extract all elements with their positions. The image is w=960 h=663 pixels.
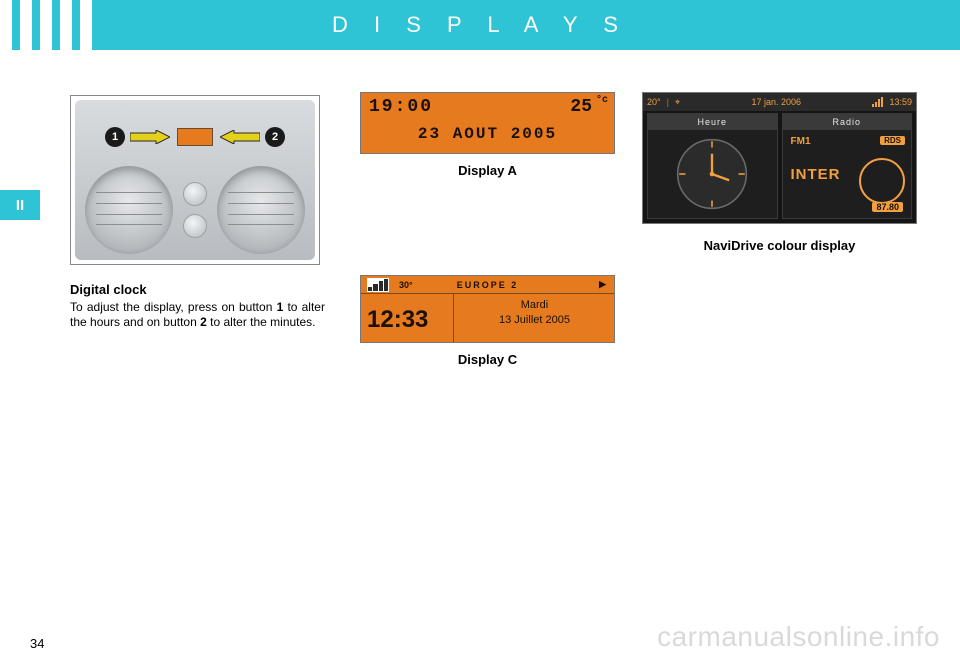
navidrive-figure: 20° | ⌖ 17 jan. 2006 13:59 Heure xyxy=(642,92,917,224)
display-a-figure: 19:00 25 °c 23 AOUT 2005 xyxy=(360,92,615,154)
page-title: D I S P L A Y S xyxy=(0,12,960,38)
display-c-temp: 30° xyxy=(399,280,413,290)
digital-clock-text: To adjust the display, press on button 1… xyxy=(70,300,325,330)
knob-bottom[interactable] xyxy=(183,214,207,238)
display-a-temp: 25 xyxy=(570,97,592,117)
heure-header: Heure xyxy=(648,114,777,130)
display-c-date-line2: 13 Juillet 2005 xyxy=(499,314,570,326)
navidrive-heure-panel: Heure xyxy=(647,113,778,219)
tuner-dial-icon xyxy=(859,158,905,204)
radio-station: INTER xyxy=(791,166,841,183)
display-c-date: Mardi 13 Juillet 2005 xyxy=(461,298,608,329)
display-a-temp-unit: °c xyxy=(596,95,608,106)
left-vent xyxy=(85,166,173,254)
display-c-figure: 30° EUROPE 2 ▶ 12:33 Mardi 13 Juillet 20… xyxy=(360,275,615,343)
right-vent xyxy=(217,166,305,254)
navidrive-radio-panel: Radio FM1 RDS INTER 87.80 xyxy=(782,113,913,219)
navidrive-temp: 20° xyxy=(647,97,661,107)
arrow-right-icon xyxy=(130,130,170,144)
radio-header: Radio xyxy=(783,114,912,130)
display-c-station: EUROPE 2 xyxy=(457,280,519,290)
digital-clock-caption: Digital clock xyxy=(70,282,190,297)
signal-icon xyxy=(872,97,883,107)
knob-top[interactable] xyxy=(183,182,207,206)
watermark: carmanualsonline.info xyxy=(657,621,940,653)
display-a-caption: Display A xyxy=(360,163,615,178)
navidrive-time: 13:59 xyxy=(889,97,912,107)
gps-icon: ⌖ xyxy=(675,97,680,108)
navidrive-date: 17 jan. 2006 xyxy=(751,97,801,107)
display-c-time: 12:33 xyxy=(367,306,428,334)
display-c-date-line1: Mardi xyxy=(521,299,549,311)
center-controls xyxy=(183,182,207,238)
clock-button-2[interactable]: 2 xyxy=(265,127,285,147)
page-number: 34 xyxy=(30,636,44,651)
display-a-time: 19:00 xyxy=(369,97,433,117)
display-c-caption: Display C xyxy=(360,352,615,367)
signal-icon xyxy=(367,278,389,292)
display-a-date: 23 AOUT 2005 xyxy=(361,125,614,143)
digital-clock-figure: 1 2 xyxy=(70,95,320,265)
clock-lcd xyxy=(177,128,213,146)
navidrive-caption: NaviDrive colour display xyxy=(642,238,917,253)
navidrive-topbar: 20° | ⌖ 17 jan. 2006 13:59 xyxy=(643,93,916,111)
analog-clock-icon xyxy=(648,130,777,218)
clock-button-1[interactable]: 1 xyxy=(105,127,125,147)
fm-label: FM1 xyxy=(791,136,811,147)
menu-triangle-icon: ▶ xyxy=(599,279,606,290)
rds-badge: RDS xyxy=(880,136,905,145)
arrow-left-icon xyxy=(220,130,260,144)
section-tab: II xyxy=(0,190,40,220)
radio-frequency: 87.80 xyxy=(872,202,903,212)
